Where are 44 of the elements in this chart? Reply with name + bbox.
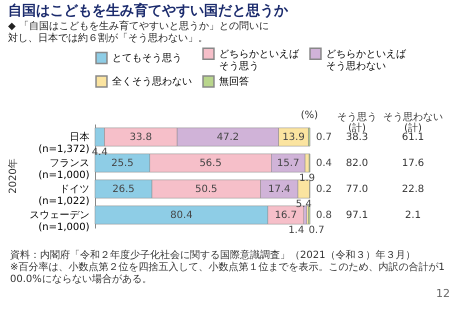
text: 77.0 — [346, 184, 368, 195]
text: 38.3 — [346, 132, 368, 143]
legend-label: 全くそう思わない — [112, 76, 192, 88]
data-label: 1.4 — [288, 225, 304, 236]
data-label: 15.7 — [277, 158, 300, 169]
y-tick-label: 日本 (n=1,372) — [38, 131, 90, 155]
data-label: 26.5 — [112, 184, 135, 195]
text: そう思う (計) — [337, 112, 377, 134]
data-label: 0.7 — [316, 132, 332, 143]
text: (%) — [300, 110, 318, 121]
y-tick-label: スウェーデン (n=1,000) — [30, 210, 90, 233]
text: 17.6 — [402, 158, 424, 169]
legend-label: どちらかといえばそう思う — [219, 48, 300, 72]
data-label: 47.2 — [216, 132, 240, 143]
y-tick-label: フランス (n=1,000) — [38, 158, 90, 181]
chart-title: 自国はこどもを生み育てやすい国だと思うか — [8, 2, 289, 19]
data-label: 0.2 — [316, 184, 332, 195]
legend-label: とてもそう思う — [112, 53, 182, 64]
data-label: 16.7 — [274, 210, 297, 221]
data-label: 0.8 — [316, 210, 332, 221]
data-label: 56.5 — [199, 158, 222, 169]
legend-label: どちらかといえばそう思わない — [326, 48, 407, 72]
data-label: 33.8 — [130, 132, 152, 143]
chart-subtitle: ◆ 「自国はこどもを生み育てやすいと思うか」との問いに対し、日本では約６割が「そう思わない」。 — [8, 20, 269, 44]
data-label: 50.5 — [195, 184, 218, 195]
data-label: 25.5 — [111, 158, 134, 169]
data-label: 0.7 — [308, 225, 324, 236]
data-label: 13.9 — [282, 132, 305, 143]
legend-label: 無回答 — [219, 76, 249, 88]
data-label: 5.4 — [296, 199, 312, 210]
text: 82.0 — [346, 158, 368, 169]
y-tick-label: ドイツ (n=1,022) — [38, 184, 90, 207]
data-label: 17.4 — [268, 184, 290, 195]
text: 61.1 — [402, 132, 424, 143]
text: 97.1 — [346, 210, 368, 221]
text: 2.1 — [405, 210, 421, 221]
text: ※百分率は、小数点第２位を四捨五入して、小数点第１位までを表示。このため、内訳の合計が100.0%にならない場合がある。 — [10, 261, 445, 285]
text: 資料：内閣府「令和２年度少子化社会に関する国際意識調査」（2021（令和３）年３月） — [10, 249, 416, 261]
data-label: 0.4 — [316, 158, 332, 169]
data-label: 80.4 — [170, 210, 193, 221]
text: そう思わない (計) — [383, 112, 443, 134]
text: 22.8 — [402, 184, 424, 195]
text: 12 — [436, 287, 450, 300]
text: 2020年 — [7, 158, 19, 194]
